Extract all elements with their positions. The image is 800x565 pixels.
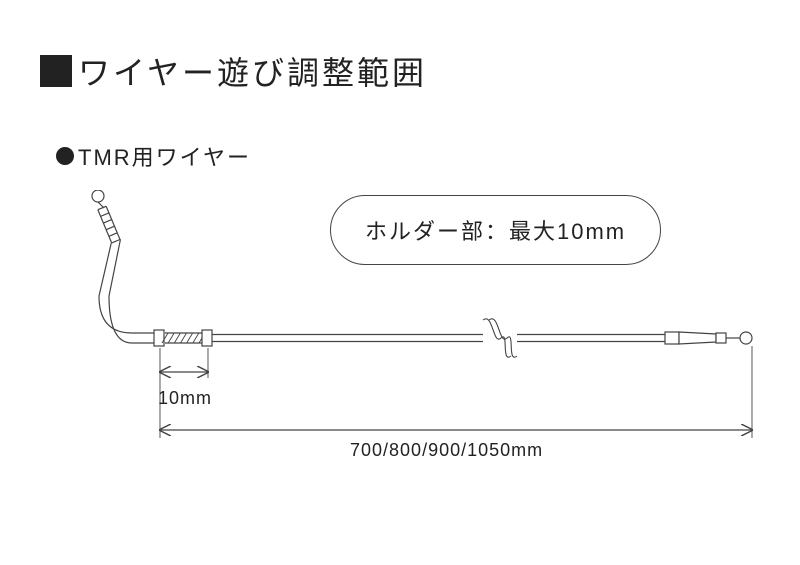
square-bullet-icon [40, 55, 72, 87]
wire-diagram: 10mm 700/800/900/1050mm [40, 190, 760, 490]
subtitle-text: TMR用ワイヤー [78, 140, 251, 172]
circle-bullet-icon [56, 147, 74, 165]
main-title-text: ワイヤー遊び調整範囲 [78, 48, 427, 94]
adjuster-dimension-label: 10mm [158, 388, 212, 409]
main-title: ワイヤー遊び調整範囲 [40, 48, 427, 94]
overall-dimension-label: 700/800/900/1050mm [350, 440, 543, 461]
subtitle: TMR用ワイヤー [56, 140, 251, 172]
